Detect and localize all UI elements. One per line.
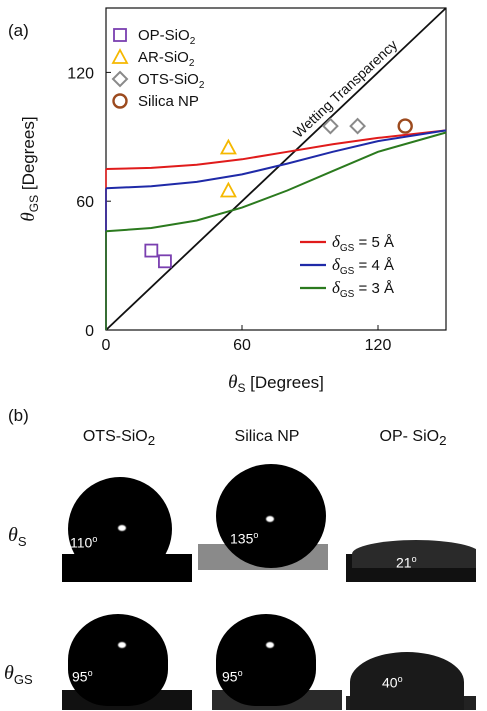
panel-a-label: (a) <box>8 21 29 40</box>
point-ots-sio2-1 <box>321 117 339 135</box>
legend-label-1: OP-SiO2 <box>138 27 196 47</box>
diagonal-line <box>105 7 447 331</box>
angle-label: 135o <box>230 530 259 547</box>
point-op-sio2-2 <box>158 254 172 269</box>
point-op-sio2-1 <box>144 243 159 258</box>
row-label-theta-gs: θGS <box>4 662 33 687</box>
legend-label-4: Silica NP <box>138 93 199 110</box>
legend-marker-3 <box>111 70 129 88</box>
legend-marker-4 <box>112 93 128 109</box>
photo-silica-theta-s: 135o <box>198 460 328 570</box>
legend-line-label-3: δGS = 3 Å <box>332 278 394 300</box>
angle-label: 95o <box>72 668 93 685</box>
angle-label: 110o <box>70 534 98 551</box>
x-tick-label: 120 <box>365 337 392 354</box>
legend-label-3: OTS-SiO2 <box>138 71 205 91</box>
point-ots-sio2-2 <box>349 117 367 135</box>
photo-op-theta-gs: 40o <box>346 600 476 710</box>
legend-label-2: AR-SiO2 <box>138 49 195 69</box>
photo-ots-theta-s: 110o <box>62 472 192 582</box>
series-line-1 <box>105 129 447 170</box>
legend-marker-1 <box>113 28 127 42</box>
column-header-ots: OTS-SiO2 <box>82 428 156 449</box>
y-tick-label: 0 <box>85 323 94 340</box>
contact-angle-chart: (a) 0 60 120 0 60 120 θS [Degrees] θGS [Degrees… <box>8 7 447 395</box>
legend-line-label-1: δGS = 5 Å <box>332 232 394 254</box>
photo-op-theta-s: 21o <box>346 472 476 582</box>
column-header-op: OP- SiO2 <box>379 428 447 449</box>
angle-label: 40o <box>382 674 403 691</box>
row-label-theta-s: θS <box>8 524 27 549</box>
legend-line-label-2: δGS = 4 Å <box>332 255 394 277</box>
photo-ots-theta-gs: 95o <box>62 600 192 710</box>
point-ar-sio2-2 <box>219 181 237 198</box>
x-tick-label: 60 <box>233 337 251 354</box>
y-axis-label: θGS [Degrees] <box>18 116 41 221</box>
plot-area: 0 60 120 0 60 120 θS [Degrees] θGS [Degrees] Wet… <box>18 7 447 395</box>
series-line-2 <box>105 129 447 190</box>
panel-b: (b) OTS-SiO2 Silica NP OP- SiO2 θS θGS 1… <box>0 400 487 711</box>
angle-label: 95o <box>222 668 243 685</box>
panel-b-label: (b) <box>8 406 29 425</box>
point-ar-sio2-1 <box>219 138 237 155</box>
legend-marker-2 <box>111 48 129 64</box>
point-silica-np-1 <box>397 118 413 134</box>
angle-label: 21o <box>396 554 417 571</box>
y-tick-label: 120 <box>67 65 94 82</box>
x-axis-label: θS [Degrees] <box>228 372 324 395</box>
y-tick-label: 60 <box>76 194 94 211</box>
column-header-silica-np: Silica NP <box>234 428 300 445</box>
photo-silica-theta-gs: 95o <box>212 600 342 710</box>
series-line-3 <box>105 131 447 233</box>
diagonal-label: Wetting Transparency <box>290 36 400 140</box>
x-tick-label: 0 <box>102 337 111 354</box>
